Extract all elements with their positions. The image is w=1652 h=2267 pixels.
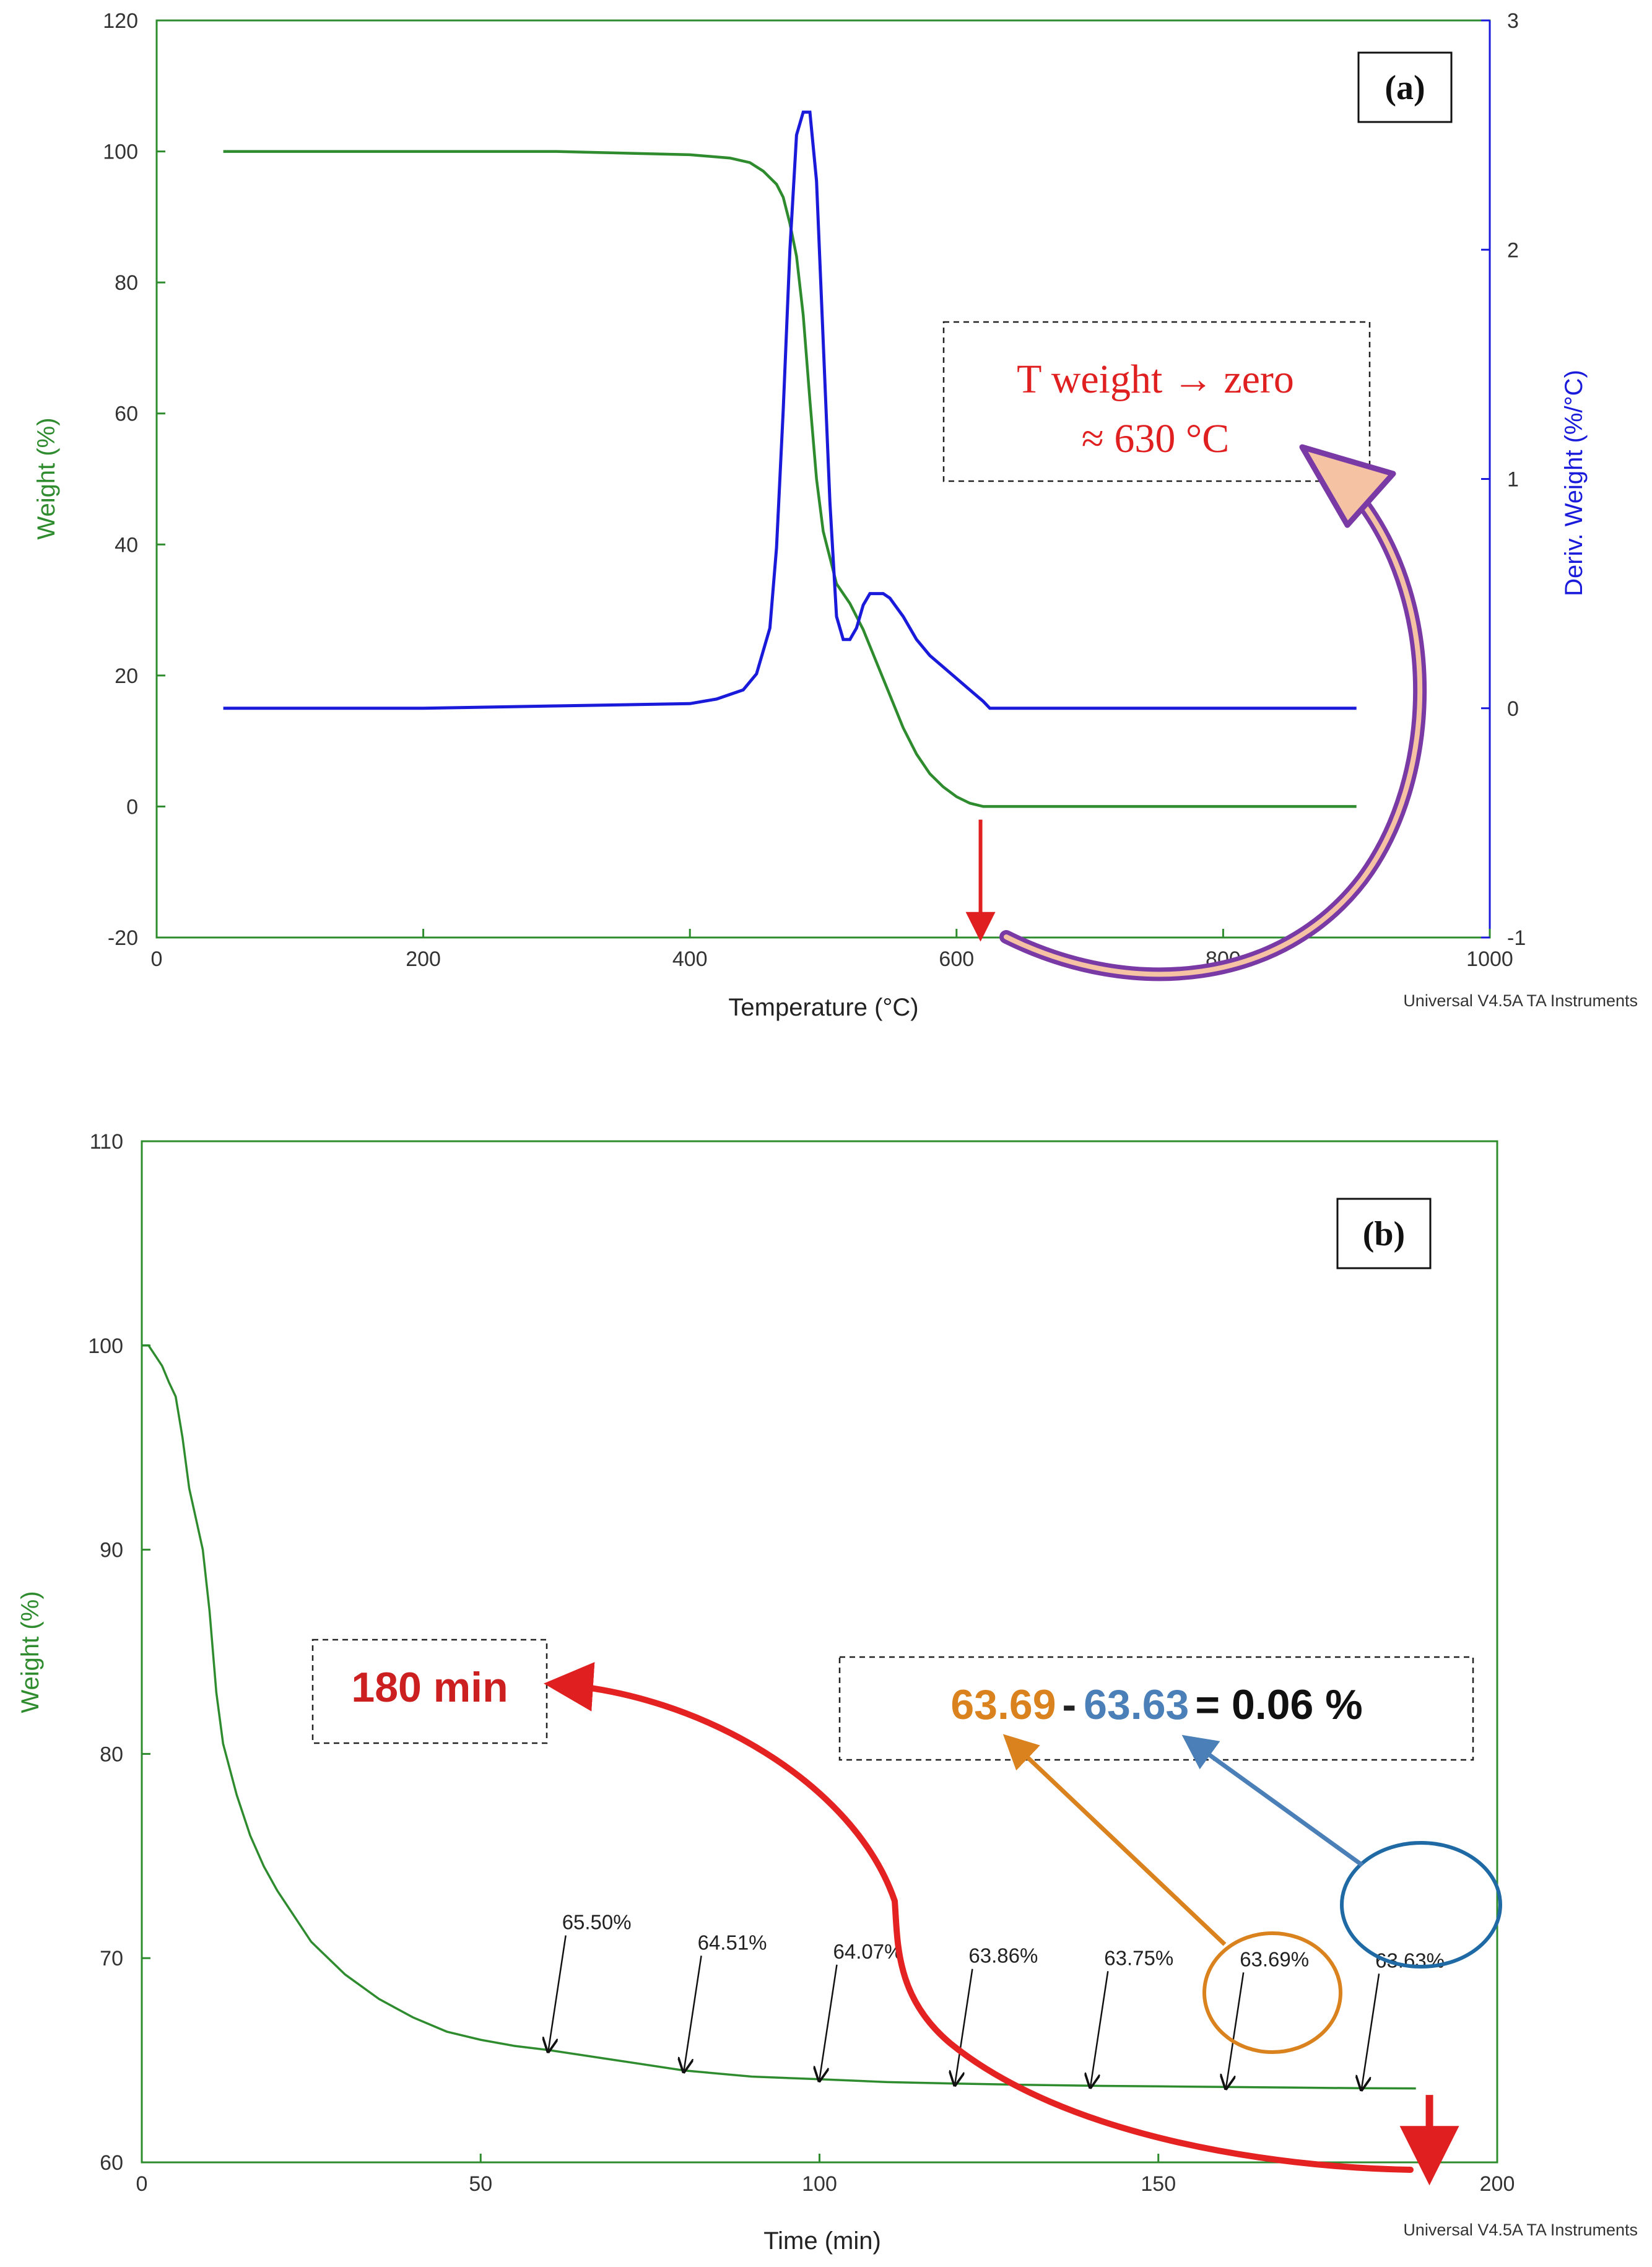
panel-a-y2tick-label: 2 [1507,238,1519,262]
panel-a-ytick-label: 40 [115,533,138,557]
panel-a-purple-curved-arrow-inner [1004,496,1423,977]
panel-b-ytick-label: 80 [100,1743,123,1766]
orange-pointer-arrow [1002,1734,1227,1946]
panel-a-y2tick-label: 1 [1507,468,1519,492]
point-label-group: 64.07% [820,1940,903,2079]
panel-a-xtick-label: 1000 [1466,947,1513,971]
panel-a-ylabel: Weight (%) [33,417,60,539]
point-label-text: 65.50% [562,1911,632,1934]
panel-a-annotation-line1: T weight → zero [1017,357,1294,402]
panel-a-annotation-line2: ≈ 630 °C [1082,416,1230,461]
panel-a-label: (a) [1385,69,1425,107]
difference-value-b: 63.63 [1084,1681,1189,1728]
time-annotation-box [311,1638,548,1744]
panel-a-ytick-label: 100 [103,141,138,164]
panel-a-purple-curved-arrow-outline [999,492,1427,981]
red-curved-arrow [544,1661,1414,2173]
point-label-pointer [1226,1972,1245,2087]
blue-highlight-ellipse [1340,1841,1502,1969]
point-label-pointer [955,1969,973,2084]
blue-pointer-arrow [1181,1734,1364,1867]
panel-a-ytick-label: 60 [115,402,138,426]
panel-a-xtick-label: 0 [151,947,163,971]
panel-a-deriv-line [223,110,1357,710]
panel-b-ylabel: Weight (%) [17,1591,44,1713]
panel-a-ytick-label: 120 [103,9,138,33]
point-label-group: 63.86% [955,1944,1038,2084]
panel-b-ytick-label: 110 [90,1130,123,1154]
point-label-group: 64.51% [684,1931,767,2070]
point-label-text: 63.75% [1104,1946,1173,1969]
difference-equation: 63.69-63.63 = 0.06 % [950,1681,1362,1728]
panel-a-ytick-label: -20 [108,926,138,950]
panel-a-y2tick-label: 3 [1507,9,1519,33]
panel-b-xtick-label: 100 [802,2172,837,2196]
panel-b-credit: Universal V4.5A TA Instruments [1403,2221,1638,2239]
panel-a-y2tick-label: 0 [1507,697,1519,721]
point-label-text: 63.69% [1240,1947,1309,1970]
panel-b-chart: 0 50 100 150 200 60 70 80 90 100 110 65.50% 64.51% 6… [17,1130,1638,2255]
point-label-pointer [820,1964,838,2079]
point-label-pointer [684,1956,702,2070]
panel-a-ytick-label: 20 [115,664,138,688]
point-label-pointer [1090,1971,1109,2086]
panel-a-ytick-label: 0 [126,795,138,819]
panel-a-chart: 0 200 400 600 800 1000-20020406080100120-1012… [33,9,1638,1021]
panel-a-xtick-label: 200 [406,947,441,971]
panel-a-xlabel: Temperature (°C) [728,994,918,1021]
time-annotation-text: 180 min [351,1664,508,1711]
panel-b-ytick-label: 70 [100,1947,123,1970]
point-label-group: 63.75% [1090,1946,1173,2086]
panel-a-y2label: Deriv. Weight (%/°C) [1560,370,1588,596]
difference-value-a: 63.69 [950,1681,1056,1728]
panel-b-ytick-label: 90 [100,1539,123,1562]
orange-highlight-ellipse [1202,1931,1342,2054]
panel-b-label: (b) [1363,1215,1405,1253]
panel-a-xtick-label: 400 [672,947,708,971]
point-label-group: 63.63% [1362,1949,1445,2088]
panel-a-credit: Universal V4.5A TA Instruments [1403,991,1638,1010]
point-label-text: 64.07% [833,1940,903,1963]
panel-a-label-box [1357,51,1453,123]
panel-b-label-box [1336,1198,1432,1269]
panel-b-ytick-label: 100 [88,1334,123,1358]
point-label-text: 63.86% [968,1944,1038,1967]
panel-b-xtick-label: 0 [136,2172,148,2196]
panel-a-purple-arrowhead [1299,444,1396,528]
panel-b-xtick-label: 150 [1141,2172,1176,2196]
panel-b-xtick-label: 200 [1480,2172,1515,2196]
point-label-pointer [549,1935,567,2050]
panel-b-xlabel: Time (min) [763,2227,881,2255]
point-label-text: 64.51% [698,1931,767,1954]
point-label-group: 63.69% [1226,1947,1309,2087]
panel-b-ytick-label: 60 [100,2151,123,2175]
panel-a-y2tick-label: -1 [1507,926,1526,950]
point-label-group: 65.50% [549,1911,632,2050]
panel-a-ytick-label: 80 [115,271,138,295]
difference-equation-box [838,1656,1474,1761]
panel-a-xtick-label: 600 [939,947,974,971]
panel-b-xtick-label: 50 [469,2172,492,2196]
panel-a-annotation-box [942,321,1371,482]
point-label-pointer [1362,1973,1380,2088]
